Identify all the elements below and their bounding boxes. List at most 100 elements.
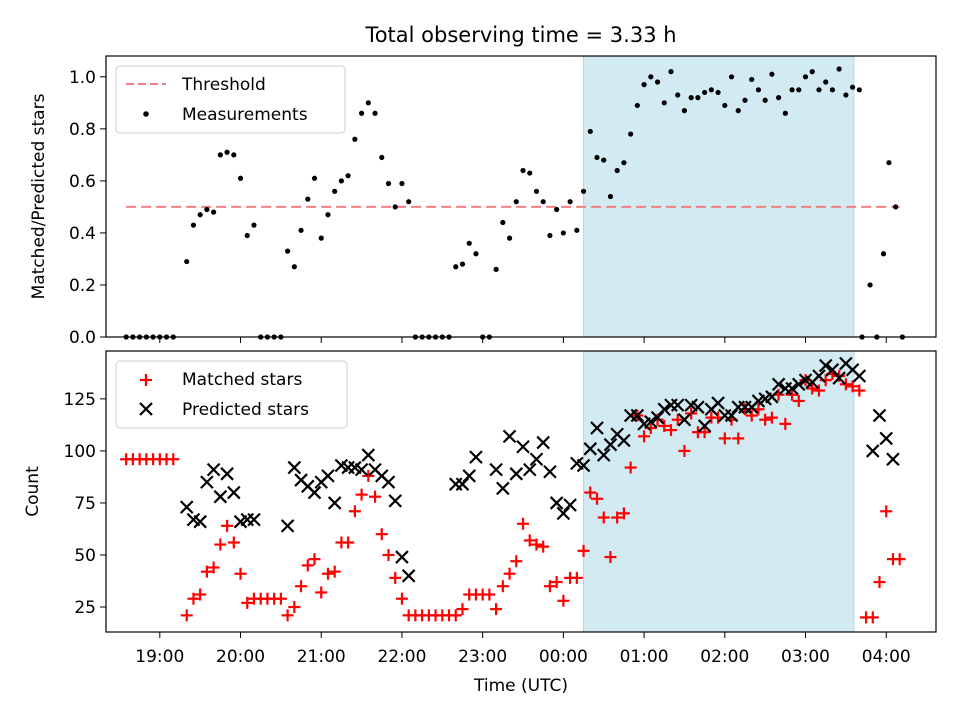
matched-point <box>362 469 375 482</box>
measurement-point <box>506 235 513 241</box>
predicted-point <box>247 512 261 527</box>
predicted-point-b <box>179 500 194 514</box>
predicted-point-b <box>644 414 658 429</box>
predicted-point-b <box>294 473 308 487</box>
measurement-point <box>574 227 580 233</box>
predicted-point-b <box>462 469 476 483</box>
measurement-point <box>755 87 762 93</box>
x-axis-label: Time (UTC) <box>473 676 568 696</box>
matched-point <box>200 565 213 578</box>
matched-point <box>510 555 523 568</box>
measurement-point <box>399 180 405 187</box>
predicted-point <box>617 433 631 448</box>
measurement-point <box>540 199 546 205</box>
predicted-point-b <box>576 458 591 473</box>
bottom-axes-frame <box>105 350 937 633</box>
predicted-point-b <box>677 412 692 427</box>
measurement-point <box>880 251 887 257</box>
legend-measurements-swatch <box>143 111 149 117</box>
predicted-point-b <box>186 512 201 527</box>
predicted-point-b <box>200 475 214 489</box>
measurement-point <box>769 71 775 77</box>
measurement-point <box>601 157 607 163</box>
predicted-point <box>677 412 692 427</box>
predicted-point-b <box>354 462 369 477</box>
top-shaded-region <box>583 55 855 338</box>
predicted-point <box>657 402 672 417</box>
predicted-point <box>590 421 604 435</box>
predicted-point-b <box>765 390 779 404</box>
predicted-point-b <box>247 512 261 527</box>
top-chart: 0.0 0.2 0.4 0.6 0.8 1.0 Matched/Predicted sta… <box>29 55 937 348</box>
predicted-point-b <box>327 496 342 510</box>
predicted-point <box>200 475 214 489</box>
measurement-point <box>580 188 587 194</box>
measurement-point <box>332 188 338 194</box>
legend-predicted-label: Predicted stars <box>182 400 309 420</box>
predicted-point <box>354 462 369 477</box>
predicted-point <box>469 450 483 464</box>
matched-point <box>308 553 321 566</box>
predicted-point <box>522 462 537 477</box>
matched-point <box>685 407 698 420</box>
matched-point <box>395 592 408 605</box>
legend-matched-label: Matched stars <box>182 370 302 390</box>
measurement-point <box>715 89 721 96</box>
predicted-point-b <box>865 444 880 458</box>
top-ytick-label: 0.6 <box>69 172 96 192</box>
predicted-point <box>724 408 739 423</box>
predicted-point <box>529 452 544 467</box>
matched-point <box>604 551 617 564</box>
predicted-point-b <box>603 437 618 452</box>
matched-point <box>611 511 624 524</box>
matched-point <box>315 586 328 599</box>
matched-point <box>227 536 240 549</box>
matched-point <box>853 384 866 397</box>
predicted-point <box>691 400 705 414</box>
predicted-point-b <box>818 358 833 373</box>
top-xaxis-ticks <box>159 337 887 343</box>
predicted-point <box>785 381 799 396</box>
predicted-point <box>818 358 833 373</box>
predicted-point-b <box>798 373 813 387</box>
bottom-yaxis-ticks: 25 50 75 100 125 <box>64 390 106 618</box>
measurement-point <box>237 175 244 181</box>
matched-point <box>301 559 314 572</box>
matched-point <box>718 432 731 445</box>
predicted-point-b <box>368 462 382 477</box>
matched-point <box>180 609 193 622</box>
measurement-point <box>648 74 654 80</box>
measurement-point <box>695 95 701 101</box>
matched-point <box>187 592 200 605</box>
matched-point <box>846 380 859 393</box>
matched-point <box>295 580 308 593</box>
predicted-point <box>448 477 463 491</box>
predicted-point-b <box>771 377 786 392</box>
measurement-point <box>533 188 540 194</box>
measurement-point <box>217 152 223 158</box>
measurement-point <box>204 206 210 213</box>
measurement-point <box>298 227 304 233</box>
measurement-point <box>816 87 822 93</box>
predicted-point <box>502 429 517 444</box>
top-ytick-label: 1.0 <box>69 68 96 88</box>
predicted-point <box>603 437 618 452</box>
predicted-point <box>395 550 409 564</box>
matched-point <box>274 592 287 605</box>
measurement-point <box>197 212 203 218</box>
top-ytick-label: 0.2 <box>69 276 96 296</box>
measurement-point <box>190 222 197 228</box>
predicted-point <box>563 498 577 512</box>
measurement-point <box>789 87 795 93</box>
measurement-point <box>352 136 358 142</box>
predicted-point <box>307 485 322 500</box>
xtick-label: 19:00 <box>135 647 184 667</box>
measurement-point <box>702 89 708 96</box>
measurement-point <box>547 232 553 239</box>
predicted-point-b <box>872 408 887 423</box>
measurement-point <box>184 258 190 265</box>
matched-point <box>880 505 893 518</box>
predicted-point <box>321 469 335 483</box>
measurement-point <box>338 178 345 184</box>
predicted-point <box>644 414 658 429</box>
